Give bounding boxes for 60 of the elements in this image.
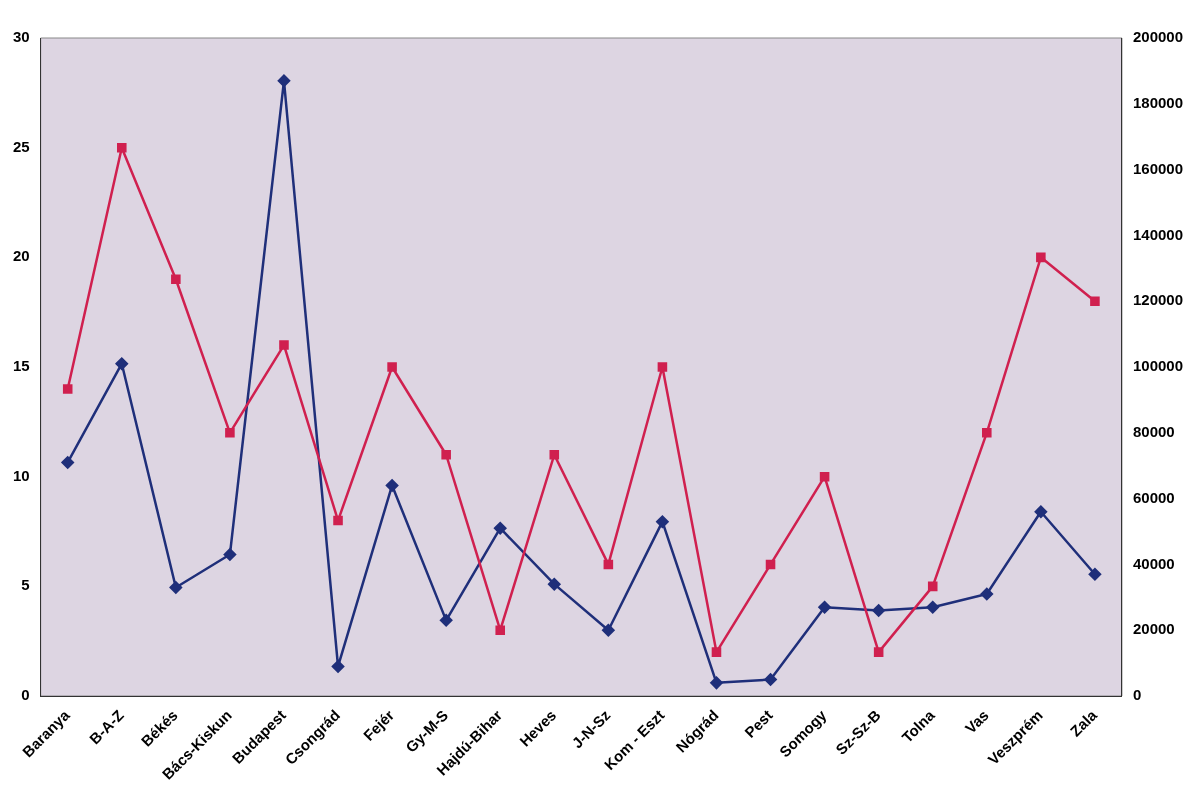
- y-tick-label: 15: [13, 357, 30, 375]
- point: [225, 428, 235, 438]
- y2-tick-label: 140000: [1132, 225, 1184, 243]
- point: [223, 548, 237, 561]
- y-tick-label: 25: [13, 137, 30, 155]
- point: [333, 515, 343, 526]
- point: [277, 74, 291, 88]
- point: [441, 449, 451, 460]
- point: [656, 515, 669, 528]
- point: [493, 521, 507, 535]
- y2-tick-label: 60000: [1132, 488, 1175, 506]
- y2-tick-label: 20000: [1132, 620, 1175, 638]
- point: [980, 587, 994, 601]
- y2-tick-label: 120000: [1132, 291, 1184, 309]
- y-tick-label: 0: [21, 686, 30, 704]
- point: [439, 614, 453, 627]
- point: [385, 479, 399, 492]
- point: [549, 449, 560, 460]
- point: [818, 600, 831, 614]
- point: [169, 581, 183, 594]
- x-tick-label: Vas: [961, 706, 992, 737]
- point: [927, 581, 938, 592]
- y2-tick-label: 200000: [1132, 28, 1184, 46]
- point: [279, 340, 289, 350]
- point: [603, 559, 614, 570]
- point: [872, 604, 885, 617]
- point: [548, 577, 561, 591]
- point: [1034, 505, 1048, 519]
- point: [764, 673, 777, 686]
- point: [926, 600, 939, 614]
- point: [602, 623, 615, 637]
- y2-tick-label: 160000: [1132, 159, 1184, 177]
- y2-tick-label: 180000: [1132, 93, 1184, 111]
- point: [62, 384, 73, 394]
- point: [116, 142, 127, 153]
- y2-tick-label: 80000: [1132, 422, 1175, 440]
- y-tick-label: 20: [13, 247, 30, 265]
- y-tick-label: 5: [21, 576, 30, 594]
- point: [765, 559, 776, 570]
- y2-tick-label: 0: [1132, 686, 1142, 704]
- point: [387, 362, 397, 372]
- point: [495, 625, 506, 636]
- y2-tick-label: 40000: [1132, 554, 1175, 572]
- point: [982, 428, 992, 438]
- point: [331, 660, 345, 673]
- point: [873, 647, 884, 657]
- point: [711, 647, 722, 657]
- point: [115, 357, 129, 370]
- y-tick-label: 30: [13, 28, 30, 46]
- x-tick-label: Zala: [1066, 705, 1101, 740]
- point: [710, 676, 723, 690]
- point: [61, 456, 74, 469]
- point: [657, 362, 668, 372]
- point: [171, 274, 181, 285]
- point: [1036, 252, 1046, 263]
- point: [819, 471, 830, 482]
- y2-tick-label: 100000: [1132, 357, 1184, 375]
- y-tick-label: 10: [13, 466, 30, 484]
- point: [1088, 568, 1102, 581]
- point: [1090, 296, 1100, 306]
